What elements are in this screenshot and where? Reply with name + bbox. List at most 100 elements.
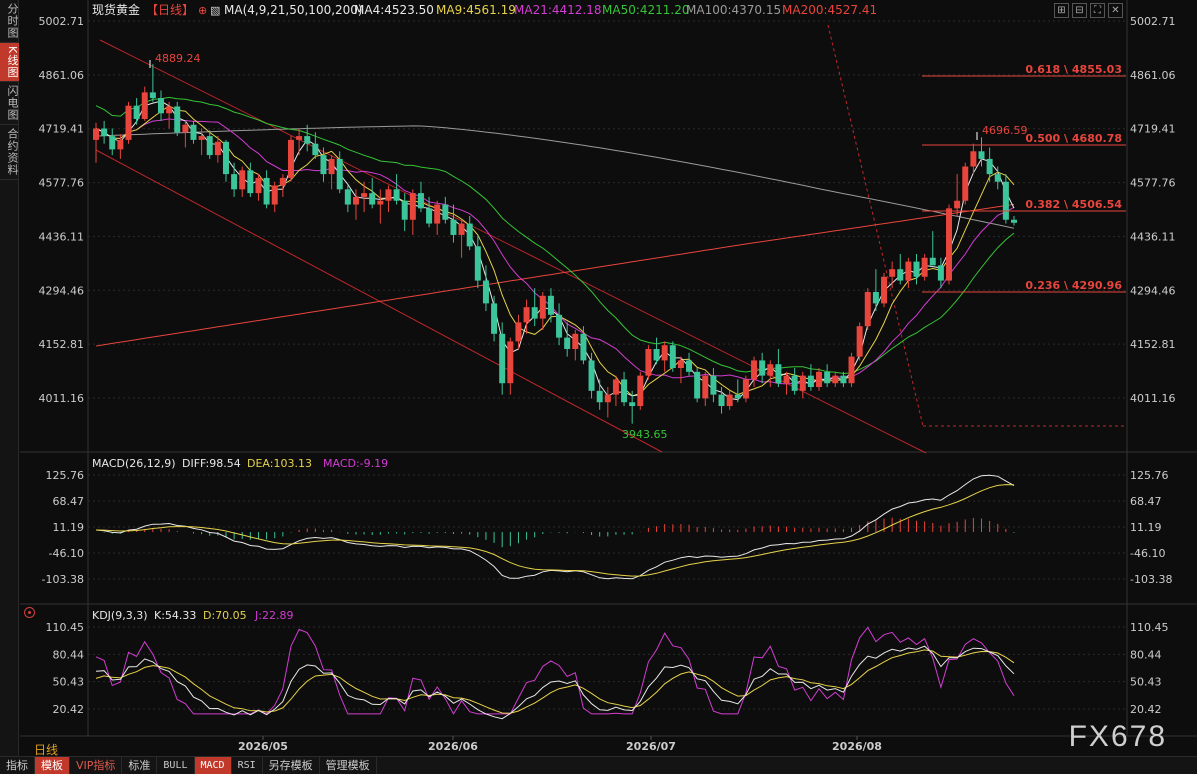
- tab-rsi[interactable]: RSI: [232, 757, 263, 774]
- fib-level-label: 0.382 \ 4506.54: [1025, 198, 1122, 211]
- macd-tick-right: 68.47: [1130, 495, 1162, 508]
- candle-body: [856, 326, 863, 357]
- candle-body: [775, 364, 782, 384]
- sidebar-tab-timeshare[interactable]: 分时图: [0, 0, 19, 43]
- candle-body: [905, 261, 912, 281]
- candle-body: [296, 136, 303, 140]
- candle-body: [369, 193, 376, 205]
- annotation-high-2: 4696.59: [982, 124, 1028, 137]
- symbol-name: 现货黄金: [92, 2, 140, 17]
- sidebar-tab-kline[interactable]: K线图: [0, 43, 19, 83]
- macd-dea: DEA:103.13: [247, 457, 312, 470]
- candle-body: [393, 189, 400, 201]
- price-tick-left: 4152.81: [39, 338, 85, 351]
- period-label[interactable]: 日线: [34, 743, 59, 757]
- candle-body: [791, 375, 798, 391]
- fib-trend-line: [827, 24, 924, 427]
- candle-body: [751, 360, 758, 380]
- candle-body: [426, 208, 433, 224]
- fullscreen-icon[interactable]: ⛶: [1090, 3, 1105, 18]
- kdj-j: J:22.89: [254, 609, 293, 622]
- candle-body: [913, 261, 920, 277]
- candle-body: [442, 204, 449, 220]
- kdj-tick-left: 50.43: [53, 676, 85, 689]
- date-label: 2026/07: [626, 740, 676, 753]
- price-tick-left: 4719.41: [39, 123, 85, 136]
- macd-tick-left: 68.47: [53, 495, 85, 508]
- candle-body: [482, 280, 489, 304]
- date-label: 2026/08: [832, 740, 882, 753]
- sidebar-tab-contract[interactable]: 合约资料: [0, 125, 19, 181]
- price-tick-left: 4294.46: [39, 284, 85, 297]
- kdj-tick-left: 80.44: [53, 648, 85, 661]
- kdj-name: KDJ(9,3,3): [92, 609, 148, 622]
- candle-body: [287, 139, 294, 178]
- chart-canvas[interactable]: 5002.71 5002.71 4861.06 4861.06 4719.41 4719.…: [0, 0, 1197, 756]
- candle-body: [174, 106, 181, 133]
- price-tick-right: 4861.06: [1130, 69, 1176, 82]
- watermark-logo: FX678: [1068, 720, 1167, 753]
- candle-body: [848, 356, 855, 384]
- tab-bull[interactable]: BULL: [157, 757, 195, 774]
- candle-body: [206, 136, 213, 156]
- candle-body: [946, 208, 953, 281]
- candle-body: [710, 375, 717, 395]
- sidebar-tab-flash[interactable]: 闪电图: [0, 82, 19, 126]
- candle-body: [125, 105, 132, 140]
- candle-body: [1002, 181, 1009, 220]
- tab-save-template[interactable]: 另存模板: [263, 757, 320, 774]
- price-tick-right: 4719.41: [1130, 123, 1176, 136]
- tab-manage-template[interactable]: 管理模板: [320, 757, 377, 774]
- candle-body: [328, 158, 335, 175]
- candle-body: [214, 141, 221, 156]
- candle-body: [133, 105, 140, 119]
- candle-body: [596, 390, 603, 403]
- candle-body: [986, 158, 993, 175]
- candle-body: [182, 124, 189, 133]
- ma-value-4: MA100:4370.15: [686, 3, 781, 17]
- candle-body: [637, 375, 644, 407]
- macd-value: MACD:-9.19: [323, 457, 388, 470]
- ma4-line: [95, 100, 1015, 401]
- fib-level-label: 0.618 \ 4855.03: [1025, 63, 1122, 76]
- candle-body: [970, 151, 977, 167]
- close-icon[interactable]: ✕: [1108, 3, 1123, 18]
- tab-template[interactable]: 模板: [35, 757, 70, 774]
- macd-tick-right: -46.10: [1130, 547, 1165, 560]
- candle-body: [109, 136, 116, 150]
- period-tag: 【日线】: [146, 3, 194, 17]
- kdj-tick-right: 80.44: [1130, 648, 1162, 661]
- price-tick-right: 4152.81: [1130, 338, 1176, 351]
- candle-body: [515, 322, 522, 342]
- kdj-tick-right: 110.45: [1130, 621, 1169, 634]
- tab-macd[interactable]: MACD: [194, 757, 232, 774]
- candle-body: [686, 360, 693, 372]
- candle-body: [157, 98, 164, 114]
- candle-body: [572, 333, 579, 350]
- candle-body: [312, 143, 319, 156]
- add-icon: ⊕: [198, 4, 207, 17]
- candle-body: [222, 141, 229, 175]
- macd-diff: DIFF:98.54: [182, 457, 241, 470]
- kdj-tick-right: 50.43: [1130, 676, 1162, 689]
- annotation-high-1: 4889.24: [155, 52, 201, 65]
- ma21-line: [95, 118, 1015, 385]
- candle-body: [401, 200, 408, 220]
- indicator-settings-icon[interactable]: [24, 607, 35, 618]
- collapse-icon[interactable]: ⊟: [1072, 3, 1087, 18]
- ma100-line: [95, 125, 1015, 229]
- candle-body: [117, 139, 124, 150]
- kdj-k-line: [95, 645, 1015, 720]
- tab-standard[interactable]: 标准: [122, 757, 158, 774]
- tab-indicator[interactable]: 指标: [0, 757, 35, 774]
- candle-body: [742, 379, 749, 399]
- ma-value-1: MA9:4561.19: [436, 3, 516, 17]
- candle-body: [816, 371, 823, 388]
- candle-body: [458, 223, 465, 235]
- expand-icon[interactable]: ⊞: [1054, 3, 1069, 18]
- tab-vip-indicator[interactable]: VIP指标: [70, 757, 123, 774]
- candle-body: [474, 246, 481, 281]
- kdj-k: K:54.33: [154, 609, 196, 622]
- kdj-tick-left: 20.42: [53, 703, 85, 716]
- ma50-line: [95, 96, 1015, 375]
